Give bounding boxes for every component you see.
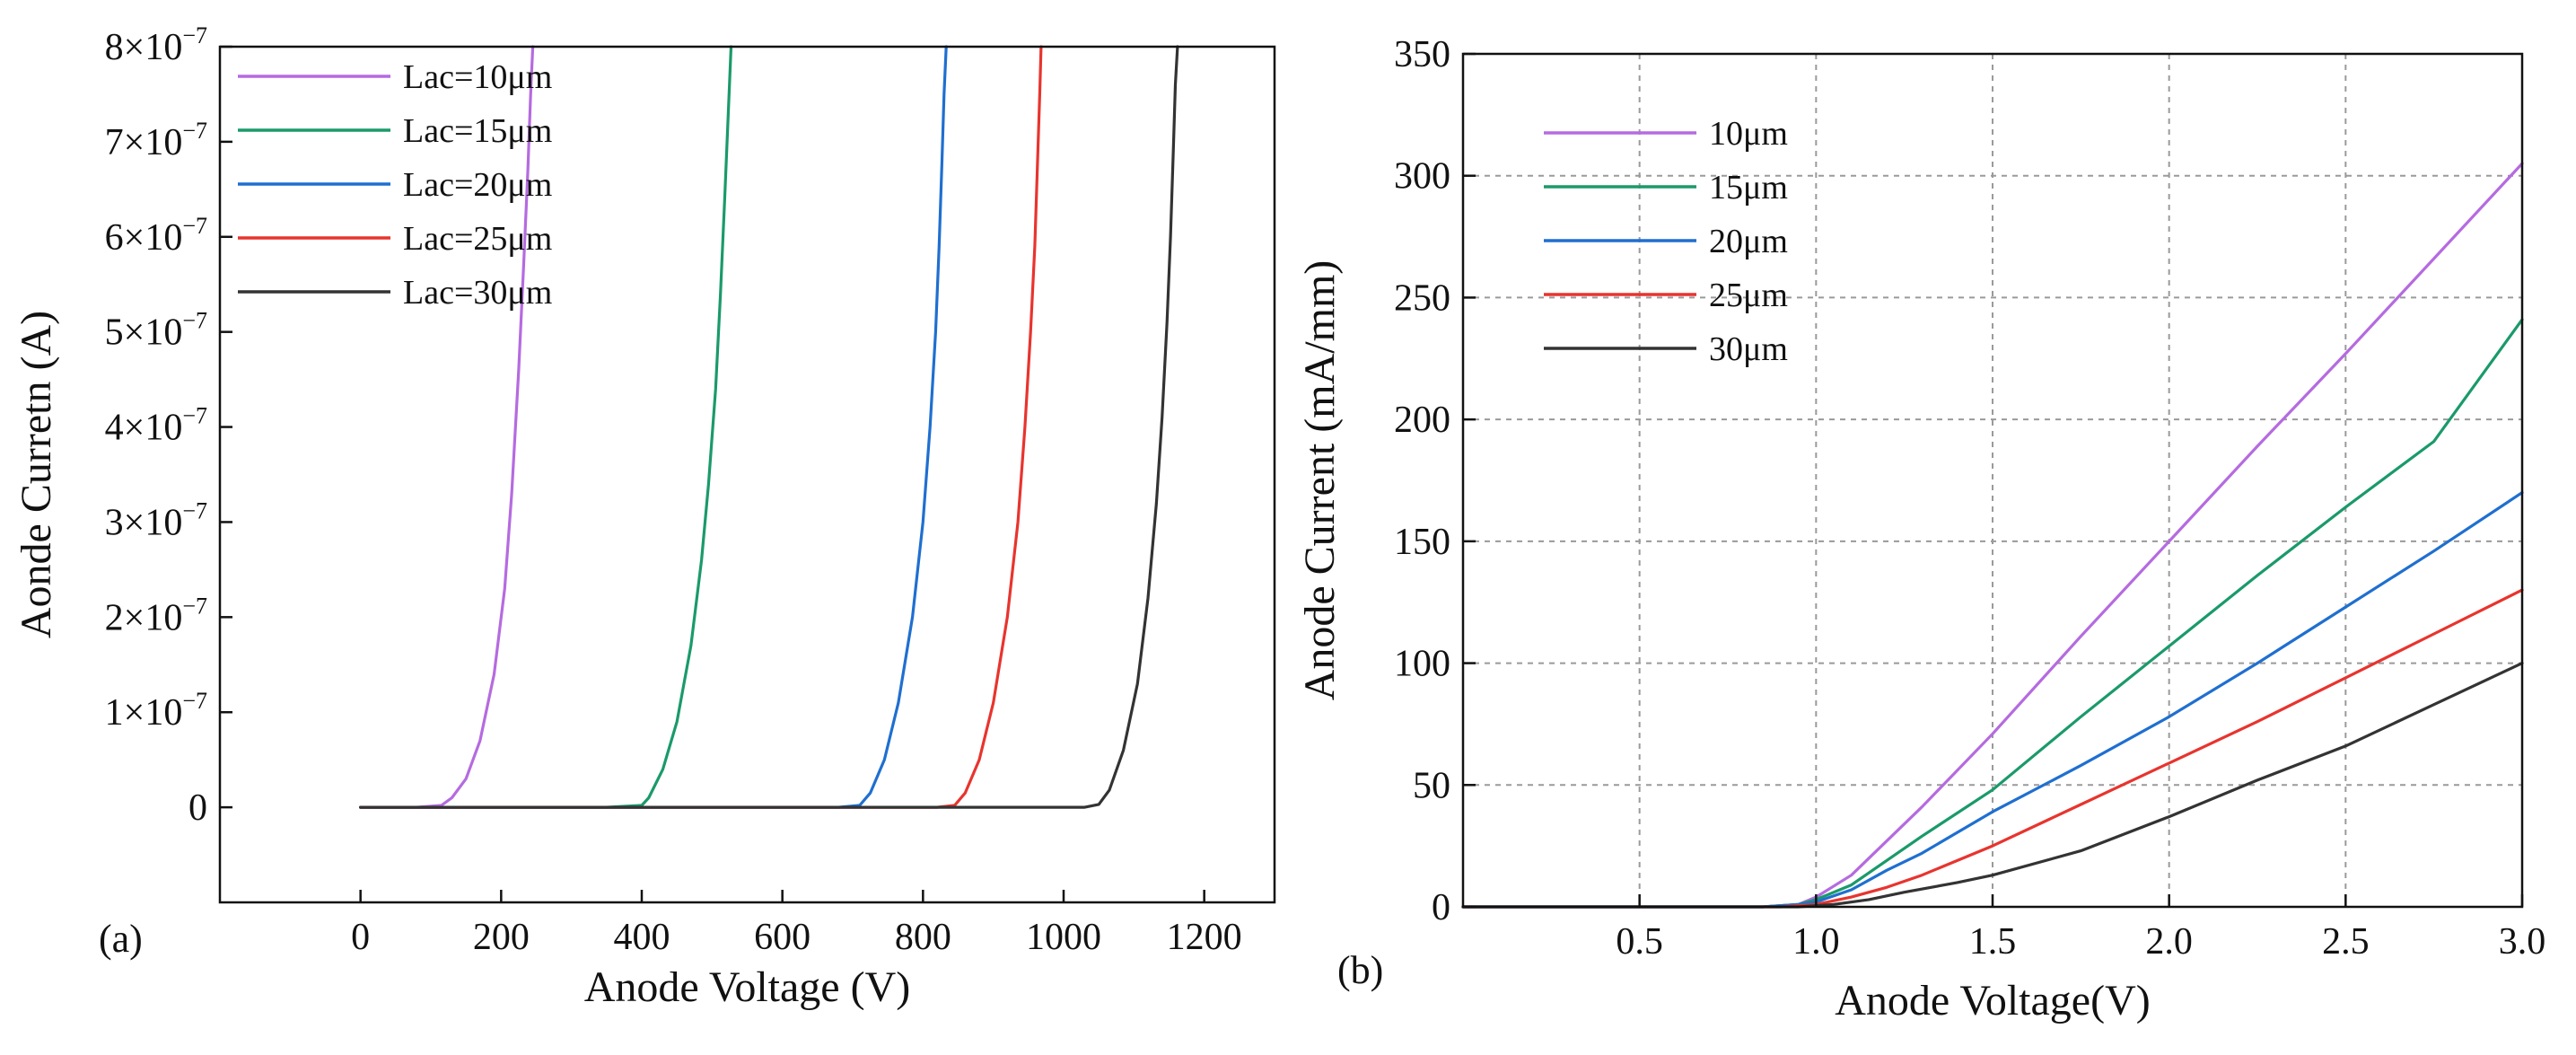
panel-a-y-ticks: 0 1×10−7 2×10−7 3×10−7 4×10−7 5×10−7 6×10−7 7×1… xyxy=(105,22,232,829)
x-tick-label: 2.5 xyxy=(2322,921,2370,963)
legend-entry: Lac=25μm xyxy=(403,220,552,258)
y-tick-label: 7×10−7 xyxy=(105,118,207,163)
legend-entry: 15μm xyxy=(1709,169,1788,207)
legend-entry: 30μm xyxy=(1709,330,1788,368)
y-tick-label: 50 xyxy=(1413,765,1450,806)
y-tick-label: 0 xyxy=(1432,887,1450,928)
x-tick-label: 1.5 xyxy=(1969,921,2017,963)
panel-a-x-axis-label: Anode Voltage (V) xyxy=(584,963,911,1011)
y-tick-label: 3×10−7 xyxy=(105,497,207,543)
y-tick-label: 150 xyxy=(1394,522,1450,563)
x-tick-label: 400 xyxy=(614,917,670,958)
x-tick-label: 0 xyxy=(351,917,370,958)
panel-b-chart: 0.5 1.0 1.5 2.0 2.5 3.0 0 50 100 150 200 250 300 350… xyxy=(1296,34,2545,1024)
legend-entry: 25μm xyxy=(1709,277,1788,314)
legend-entry: 10μm xyxy=(1709,115,1788,153)
legend-entry: Lac=15μm xyxy=(403,112,552,150)
y-tick-label: 1×10−7 xyxy=(105,688,207,734)
panel-b-x-axis-label: Anode Voltage(V) xyxy=(1835,977,2151,1024)
series-line-3 xyxy=(359,45,948,809)
y-tick-label: 350 xyxy=(1394,34,1450,75)
panel-b-x-ticks: 0.5 1.0 1.5 2.0 2.5 3.0 xyxy=(1616,894,2545,963)
legend-entry: Lac=30μm xyxy=(403,274,552,312)
series-line-1 xyxy=(1461,162,2524,909)
y-tick-label: 300 xyxy=(1394,156,1450,198)
x-tick-label: 0.5 xyxy=(1616,921,1663,963)
panel-a-y-axis-label: Aonde Curretn (A) xyxy=(13,311,60,638)
x-tick-label: 600 xyxy=(754,917,810,958)
panel-b-y-ticks: 0 50 100 150 200 250 300 350 xyxy=(1394,34,1476,928)
panel-a-series-group xyxy=(359,45,1179,809)
panel-b-label: (b) xyxy=(1337,948,1383,992)
x-tick-label: 1.0 xyxy=(1792,921,1840,963)
panel-b-series-group xyxy=(1461,162,2524,909)
x-tick-label: 200 xyxy=(473,917,530,958)
x-tick-label: 2.0 xyxy=(2145,921,2193,963)
series-line-2 xyxy=(359,45,733,809)
y-tick-label: 0 xyxy=(188,787,207,829)
panel-b-y-axis-label: Anode Current (mA/mm) xyxy=(1296,260,1344,701)
x-tick-label: 1000 xyxy=(1026,917,1101,958)
y-tick-label: 2×10−7 xyxy=(105,593,207,638)
y-tick-label: 200 xyxy=(1394,400,1450,441)
legend-entry: Lac=20μm xyxy=(403,166,552,204)
panel-a-x-ticks: 0 200 400 600 800 1000 1200 xyxy=(351,890,1242,958)
y-tick-label: 4×10−7 xyxy=(105,403,207,449)
y-tick-label: 5×10−7 xyxy=(105,308,207,354)
x-tick-label: 3.0 xyxy=(2499,921,2546,963)
series-line-5 xyxy=(1461,661,2524,909)
y-tick-label: 6×10−7 xyxy=(105,213,207,259)
legend-entry: Lac=10μm xyxy=(403,58,552,96)
y-tick-label: 250 xyxy=(1394,277,1450,319)
panel-a-chart: 0 200 400 600 800 1000 1200 0 1×10−7 2×10−7 3×10−… xyxy=(13,22,1276,1011)
series-line-2 xyxy=(1461,318,2524,909)
y-tick-label: 8×10−7 xyxy=(105,22,207,68)
x-tick-label: 1200 xyxy=(1167,917,1242,958)
panel-b-grid xyxy=(1463,54,2522,907)
series-line-1 xyxy=(359,45,535,809)
series-line-5 xyxy=(359,45,1179,809)
y-tick-label: 100 xyxy=(1394,644,1450,685)
panel-a-plot-frame xyxy=(218,45,1276,904)
panel-a-label: (a) xyxy=(99,917,143,961)
panel-b-legend: 10μm 15μm 20μm 25μm 30μm xyxy=(1544,115,1788,368)
x-tick-label: 800 xyxy=(895,917,951,958)
legend-entry: 20μm xyxy=(1709,223,1788,260)
panel-a-legend: Lac=10μm Lac=15μm Lac=20μm Lac=25μm Lac=30μm xyxy=(238,58,552,312)
series-line-4 xyxy=(359,45,1043,809)
